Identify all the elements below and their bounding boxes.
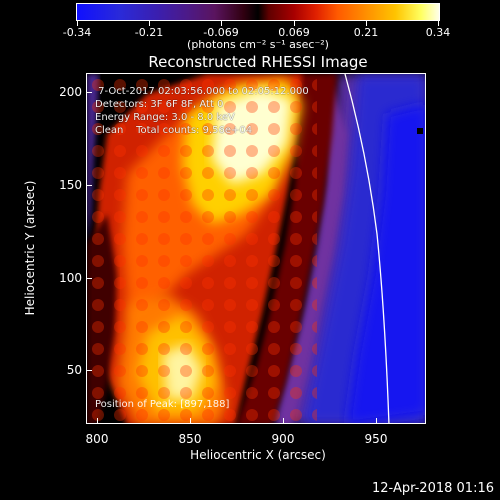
solar-limb-line (344, 74, 390, 423)
colorbar-tick (366, 21, 367, 26)
colorbar-tick (438, 21, 439, 26)
y-tick-label: 150 (59, 178, 82, 192)
colorbar-tick-label: -0.21 (134, 26, 164, 39)
info-clean-counts: Clean Total counts: 9.56e+04 (95, 125, 253, 136)
colorbar-tick (149, 21, 150, 26)
x-axis-label: Heliocentric X (arcsec) (190, 448, 326, 462)
colorbar-tick-label: 0.34 (425, 26, 451, 39)
y-tick-label: 100 (59, 271, 82, 285)
info-energy-range: Energy Range: 3.0 - 8.0 keV (95, 112, 235, 123)
x-tick-mark (283, 418, 284, 424)
x-tick-mark (190, 418, 191, 424)
colorbar-tick-label: 0.21 (353, 26, 379, 39)
x-tick-mark (376, 418, 377, 424)
y-tick-mark (86, 278, 92, 279)
plot-timestamp: 12-Apr-2018 01:16 (372, 481, 494, 496)
colorbar-tick-label: 0.069 (278, 26, 310, 39)
y-tick-label: 200 (59, 85, 82, 99)
y-axis-label: Heliocentric Y (arcsec) (23, 180, 37, 316)
x-tick-label: 950 (364, 432, 388, 446)
x-tick-mark (97, 418, 98, 424)
colorbar-units: (photons cm⁻² s⁻¹ asec⁻²) (187, 38, 329, 51)
rhessi-image (87, 74, 425, 423)
colorbar-tick-label: -0.069 (203, 26, 239, 39)
peak-position-label: Position of Peak: [897,188] (95, 399, 230, 410)
x-tick-label: 900 (271, 432, 295, 446)
x-tick-label: 800 (85, 432, 109, 446)
colorbar-gradient (76, 3, 440, 21)
info-time-range: 7-Oct-2017 02:03:56.000 to 02:05:12.000 (95, 86, 309, 97)
colorbar-tick (294, 21, 295, 26)
y-tick-mark (86, 370, 92, 371)
plot-title: Reconstructed RHESSI Image (148, 53, 368, 71)
colorbar-tick (221, 21, 222, 26)
y-tick-label: 50 (66, 363, 82, 377)
colorbar-tick-label: -0.34 (62, 26, 92, 39)
info-detectors: Detectors: 3F 6F 8F, Att 0 (95, 99, 224, 110)
x-tick-label: 850 (178, 432, 202, 446)
y-tick-mark (86, 185, 92, 186)
colorbar-tick (77, 21, 78, 26)
rhessi-image-panel: 7-Oct-2017 02:03:56.000 to 02:05:12.000 … (86, 73, 426, 424)
y-tick-mark (86, 92, 92, 93)
